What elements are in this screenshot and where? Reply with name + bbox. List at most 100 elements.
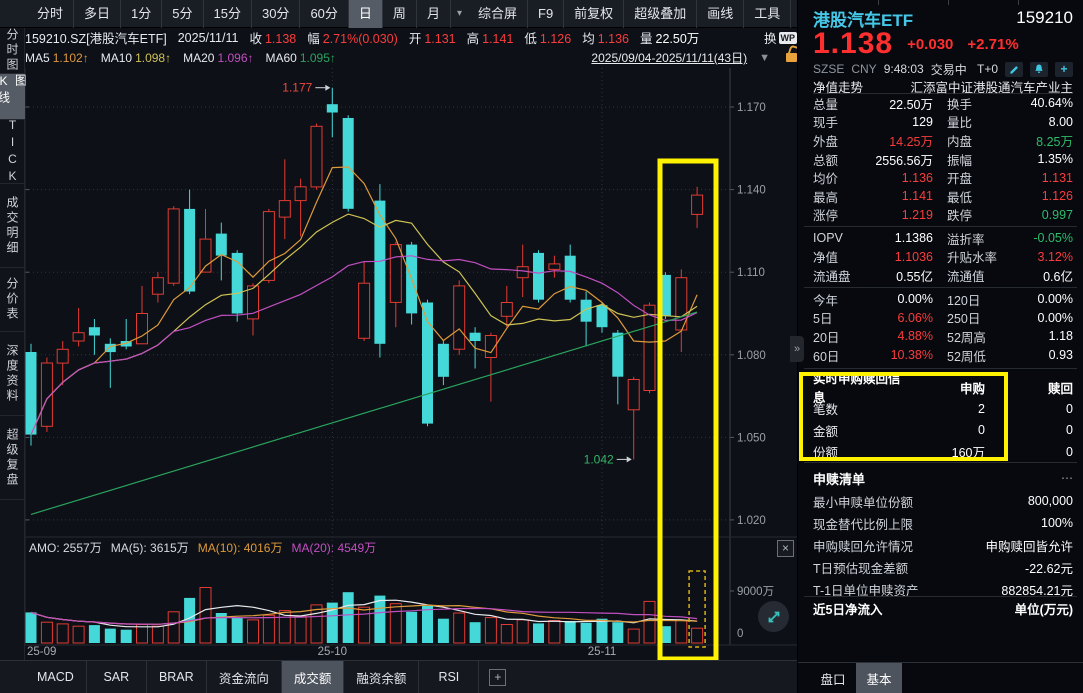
svg-text:1.080: 1.080 <box>737 350 766 362</box>
sidebar-item-超级复盘[interactable]: 超级复盘 <box>0 416 25 500</box>
tool-综合屏[interactable]: 综合屏 <box>468 0 528 28</box>
turnover-label: 换 <box>763 32 777 46</box>
sidebar-item-K线图[interactable]: K线图 <box>0 74 28 120</box>
quote-field-value: 1.141 <box>482 32 514 46</box>
low-annotation: 1.042 <box>584 452 632 466</box>
tool-前复权[interactable]: 前复权 <box>564 0 625 28</box>
list-value: 800,000 <box>1027 494 1073 508</box>
svg-text:1.140: 1.140 <box>737 185 766 197</box>
period-tab-多日[interactable]: 多日 <box>74 0 122 28</box>
sidebar-item-TICK[interactable]: TICK <box>0 118 25 186</box>
period-tab-60分[interactable]: 60分 <box>300 0 349 28</box>
quote-field-label: 量 <box>640 32 653 46</box>
indicator-tabbar: MACD SAR BRAR 资金流向 成交额 融资余额 RSI + <box>0 660 797 693</box>
period-tab-周[interactable]: 周 <box>383 0 417 28</box>
sidebar-item-深度资料[interactable]: 深度资料 <box>0 332 25 416</box>
indicator-tab-BRAR[interactable]: BRAR <box>147 661 207 693</box>
edit-icon[interactable] <box>1005 61 1023 77</box>
nav-trend-label[interactable]: 净值走势 <box>813 81 864 95</box>
svg-text:1.050: 1.050 <box>737 432 766 444</box>
panel-tab-盘口[interactable]: 盘口 <box>820 672 846 687</box>
sub-label: 笔数 <box>813 403 839 418</box>
kline-chart-region[interactable]: 1.170 1.140 1.110 1.080 1.050 1.020 9000万 0 25-0… <box>25 68 797 660</box>
svg-text:1.177: 1.177 <box>282 81 312 95</box>
quote-row: 最高 1.141 最低 1.126 <box>813 187 1073 206</box>
period-tab-月[interactable]: 月 <box>417 0 451 28</box>
add-to-watchlist-icon[interactable]: + <box>1055 61 1073 77</box>
field-label: 净值 <box>813 251 839 266</box>
period-tab-30分[interactable]: 30分 <box>252 0 301 28</box>
tool-超级叠加[interactable]: 超级叠加 <box>624 0 698 28</box>
sidebar-item-成交明细[interactable]: 成交明细 <box>0 184 25 268</box>
tool-画线[interactable]: 画线 <box>697 0 745 28</box>
expand-chart-icon[interactable] <box>758 601 789 632</box>
indicator-tab-MACD[interactable]: MACD <box>25 661 87 693</box>
more-periods-dropdown-icon[interactable]: ▾ <box>456 8 462 19</box>
sidebar-item-分价表[interactable]: 分价表 <box>0 268 25 332</box>
field-value: 4.88% <box>897 329 933 344</box>
ma-label: MA60 <box>265 50 297 65</box>
period-tab-5分[interactable]: 5分 <box>162 0 204 28</box>
redeem-list-title: 申赎清单 <box>813 471 866 487</box>
sub-label: 份额 <box>813 446 839 461</box>
quote-field-label: 收 <box>249 32 262 46</box>
quote-field-value: 2.71%(0.030) <box>322 32 398 46</box>
indicator-tab-融资余额[interactable]: 融资余额 <box>344 661 420 693</box>
ma-lines <box>30 166 698 515</box>
field-label: 最高 <box>813 190 839 205</box>
add-indicator-icon[interactable]: + <box>489 668 507 686</box>
iopv-row: 流通盘 0.55亿 流通值 0.6亿 <box>813 266 1073 285</box>
subscription-row: 金额 0 0 <box>813 420 1073 442</box>
range-dropdown-icon[interactable]: ▼ <box>759 51 770 64</box>
indicator-tab-成交额[interactable]: 成交额 <box>281 661 345 693</box>
quote-field-label: 低 <box>524 32 537 46</box>
sub-label: 金额 <box>813 424 839 439</box>
period-tab-分时[interactable]: 分时 <box>27 0 75 28</box>
volume-ma-lines <box>30 599 698 628</box>
quote-field-高: 高 1.141 <box>467 28 514 47</box>
indicator-tab-RSI[interactable]: RSI <box>419 661 480 693</box>
quote-grid: 总量 22.50万 换手 40.64% 现手 129 量比 8.00 外盘 14.25万 内盘 8.2… <box>813 94 1073 224</box>
field-value: 0.00% <box>1037 310 1073 325</box>
field-label: 内盘 <box>947 134 973 149</box>
collapse-panel-icon[interactable]: » <box>790 336 804 362</box>
field-label: 换手 <box>947 97 973 112</box>
vol-ma20-line <box>30 607 698 625</box>
sub-redeem-value: 0 <box>1066 401 1073 416</box>
fund-name-link[interactable]: 汇添富中证港股通汽车产业主 <box>910 81 1073 95</box>
field-label: 流通值 <box>947 269 985 284</box>
unlock-icon[interactable] <box>786 53 797 62</box>
field-label: 52周高 <box>947 330 986 345</box>
performance-grid: 今年 0.00% 120日 0.00% 5日 6.06% 250日 0.00% 20日 4.88%… <box>813 290 1073 364</box>
redeem-list-row: 申购赎回允许情况 申购赎回皆允许 <box>813 534 1073 556</box>
date-range-selector[interactable]: 2025/09/04-2025/11/11(43日) <box>591 51 748 65</box>
period-tab-日[interactable]: 日 <box>348 0 383 28</box>
alert-bell-icon[interactable] <box>1030 61 1048 77</box>
close-volume-pane-icon[interactable]: × <box>777 540 794 557</box>
perf-row: 60日 10.38% 52周低 0.93 <box>813 346 1073 365</box>
tool-工具[interactable]: 工具 <box>744 0 792 28</box>
redeem-list-row: T-1日单位申赎资产 882854.21元 <box>813 578 1073 600</box>
field-label: 60日 <box>813 349 840 364</box>
list-value: -22.62元 <box>1025 561 1073 576</box>
panel-tab-基本[interactable]: 基本 <box>856 663 902 693</box>
more-icon[interactable]: ⋯ <box>1061 471 1073 485</box>
svg-text:1.042: 1.042 <box>584 452 614 466</box>
period-tab-15分[interactable]: 15分 <box>204 0 252 28</box>
svg-text:25-11: 25-11 <box>588 646 617 658</box>
amo-ma5: MA(5): 3615万 <box>110 541 189 555</box>
sidebar-item-分时图[interactable]: 分时图 <box>0 28 25 74</box>
indicator-tab-资金流向[interactable]: 资金流向 <box>207 661 282 693</box>
field-label: 20日 <box>813 330 840 345</box>
quote-field-量: 量 22.50万 <box>640 28 699 47</box>
field-value: 1.1386 <box>894 231 933 246</box>
quote-row: 现手 129 量比 8.00 <box>813 113 1073 132</box>
field-label: 5日 <box>813 312 833 327</box>
period-tab-1分[interactable]: 1分 <box>121 0 163 28</box>
list-key: 现金替代比例上限 <box>813 517 914 532</box>
kline-volume-canvas[interactable]: 1.170 1.140 1.110 1.080 1.050 1.020 9000万 0 25-0… <box>25 68 797 660</box>
field-value: -0.05% <box>1033 231 1073 246</box>
indicator-tab-SAR[interactable]: SAR <box>87 661 147 693</box>
tool-F9[interactable]: F9 <box>528 0 565 28</box>
